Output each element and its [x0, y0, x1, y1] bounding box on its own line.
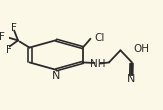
Text: Cl: Cl [94, 33, 104, 43]
Text: N: N [52, 71, 60, 81]
Text: F: F [0, 32, 5, 42]
Text: N: N [127, 74, 135, 84]
Text: F: F [6, 45, 12, 55]
Text: F: F [11, 23, 17, 33]
Text: NH: NH [90, 59, 106, 69]
Text: OH: OH [133, 44, 149, 54]
